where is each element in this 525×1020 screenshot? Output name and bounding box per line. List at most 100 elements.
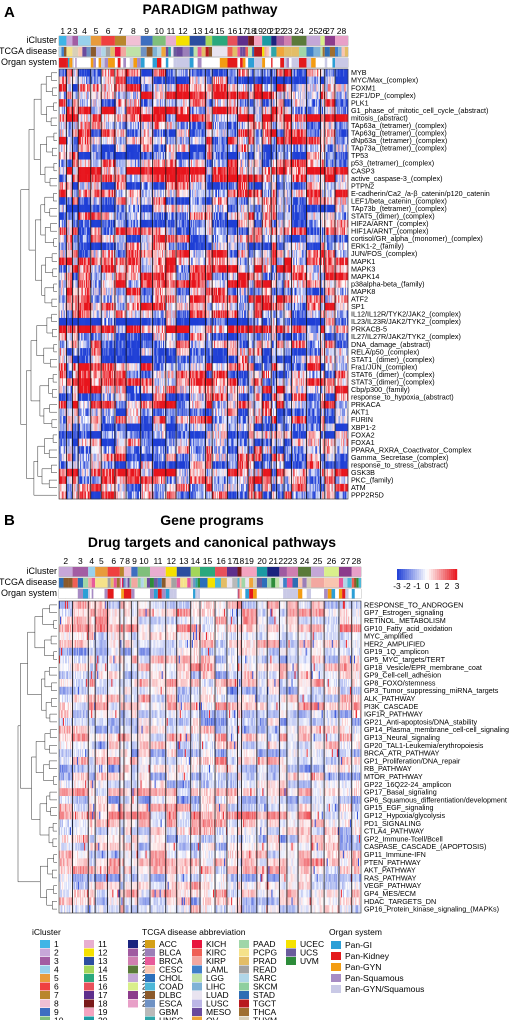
panel-a-heatmap-cell [345,84,347,92]
panel-a-tcga-segment [299,47,307,57]
panel-a-heatmap-cell [206,121,208,130]
panel-a-heatmap-cell [279,84,281,92]
panel-a-heatmap-cell [316,129,318,138]
panel-a-organ-segment [104,58,109,68]
panel-a-heatmap-cell [95,69,97,77]
panel-a-heatmap-cell [271,76,274,85]
panel-a-heatmap-cell [331,76,333,85]
panel-a-heatmap-cell [301,84,304,92]
panel-a-heatmap-cell [151,121,153,130]
panel-a-heatmap-cell [345,69,347,77]
panel-a-heatmap-cell [215,76,217,85]
panel-a-heatmap-cell [158,76,160,85]
panel-a-heatmap-cell [99,76,101,85]
panel-a-heatmap-cell [277,84,279,92]
panel-a-heatmap-cell [346,121,348,130]
panel-a-heatmap-cell [183,106,185,115]
panel-a-heatmap-cell [243,129,245,138]
panel-a-heatmap-cell [327,106,330,115]
panel-a-tcga-segment [61,47,64,57]
panel-a-heatmap-cell [198,114,200,123]
panel-a-heatmap-cell [327,114,330,123]
panel-a-cluster-number: 17 [238,26,248,36]
panel-a-heatmap-cell [269,84,272,92]
panel-a-heatmap-cell [67,84,69,92]
panel-a-heatmap-cell [284,106,286,115]
panel-a-tcga-segment [201,47,206,57]
panel-a-heatmap-cell [255,84,257,92]
panel-a-heatmap-cell [218,106,221,115]
panel-a-heatmap-cell [133,129,135,138]
panel-a-heatmap-cell [94,121,96,130]
panel-a-heatmap-cell [182,84,184,92]
panel-a-heatmap-cell [338,84,340,92]
panel-a-heatmap-cell [209,91,211,100]
panel-a-heatmap-cell [340,129,342,138]
panel-a-heatmap-cell [312,129,314,138]
panel-a-heatmap-cell [146,84,148,92]
panel-a-heatmap-cell [145,121,147,130]
panel-a-heatmap-cell [311,106,313,115]
panel-a-heatmap-cell [318,84,320,92]
panel-a-heatmap-cell [337,99,339,108]
panel-a-heatmap-cell [269,114,272,123]
panel-a-heatmap-cell [243,121,246,130]
panel-a-heatmap-cell [216,84,218,92]
panel-a-heatmap-cell [282,99,284,108]
panel-a-heatmap-cell [167,114,170,123]
panel-a-heatmap-cell [129,106,131,115]
panel-a-heatmap-cell [154,99,156,108]
panel-a-heatmap-cell [344,121,346,130]
panel-a-heatmap-cell [134,129,136,138]
panel-a-heatmap-cell [161,84,163,92]
panel-a-heatmap-cell [204,91,206,100]
panel-a-heatmap-cell [318,69,320,77]
panel-a-heatmap-cell [325,91,328,100]
panel-a-heatmap-cell [330,114,332,123]
panel-a-heatmap-cell [148,91,150,100]
panel-a-heatmap-cell [266,91,268,100]
panel-a-heatmap-cell [196,99,199,108]
panel-a-organ-segment [165,58,169,68]
panel-a-heatmap-cell [168,106,171,115]
panel-a-heatmap-cell [284,121,286,130]
panel-a-heatmap-cell [240,91,242,100]
panel-a-heatmap-cell [192,91,195,100]
panel-a-heatmap-cell [229,99,231,108]
panel-a-heatmap-cell [81,121,83,130]
panel-a-heatmap-cell [130,129,132,138]
panel-a-heatmap-cell [311,76,313,85]
panel-a-tcga-segment [338,47,342,57]
panel-a-heatmap-cell [118,69,120,77]
panel-a-heatmap-cell [292,129,294,138]
panel-a-heatmap-cell [229,69,231,77]
panel-a-heatmap-cell [321,76,324,85]
panel-a-heatmap-cell [187,106,189,115]
panel-a-heatmap-cell [332,106,334,115]
panel-a-heatmap-cell [199,76,201,85]
panel-a-heatmap-cell [96,84,98,92]
panel-a-heatmap-cell [76,121,78,130]
panel-a-heatmap-cell [285,99,287,108]
panel-a-heatmap-cell [333,114,335,123]
panel-a-heatmap-cell [111,76,114,85]
panel-a-heatmap-cell [346,114,348,123]
panel-a-heatmap-cell [301,114,304,123]
panel-a-heatmap-cell [187,91,189,100]
panel-a-icluster-segment [189,36,206,46]
panel-a-heatmap-cell [170,69,173,77]
panel-a-tcga-segment [252,47,255,57]
panel-a-heatmap-cell [177,76,179,85]
panel-a-heatmap-cell [194,129,197,138]
panel-a-heatmap-cell [74,136,76,145]
panel-a-heatmap-cell [195,99,198,108]
panel-a-heatmap-cell [289,91,291,100]
panel-a-heatmap-cell [179,114,181,123]
panel-a-heatmap-cell [193,76,196,85]
panel-a-heatmap-cell [193,91,196,100]
panel-a-heatmap-cell [190,99,193,108]
panel-a-heatmap-cell [203,121,205,130]
panel-a-heatmap-cell [133,106,135,115]
panel-a-heatmap-cell [292,99,294,108]
panel-a-heatmap-cell [78,99,80,108]
